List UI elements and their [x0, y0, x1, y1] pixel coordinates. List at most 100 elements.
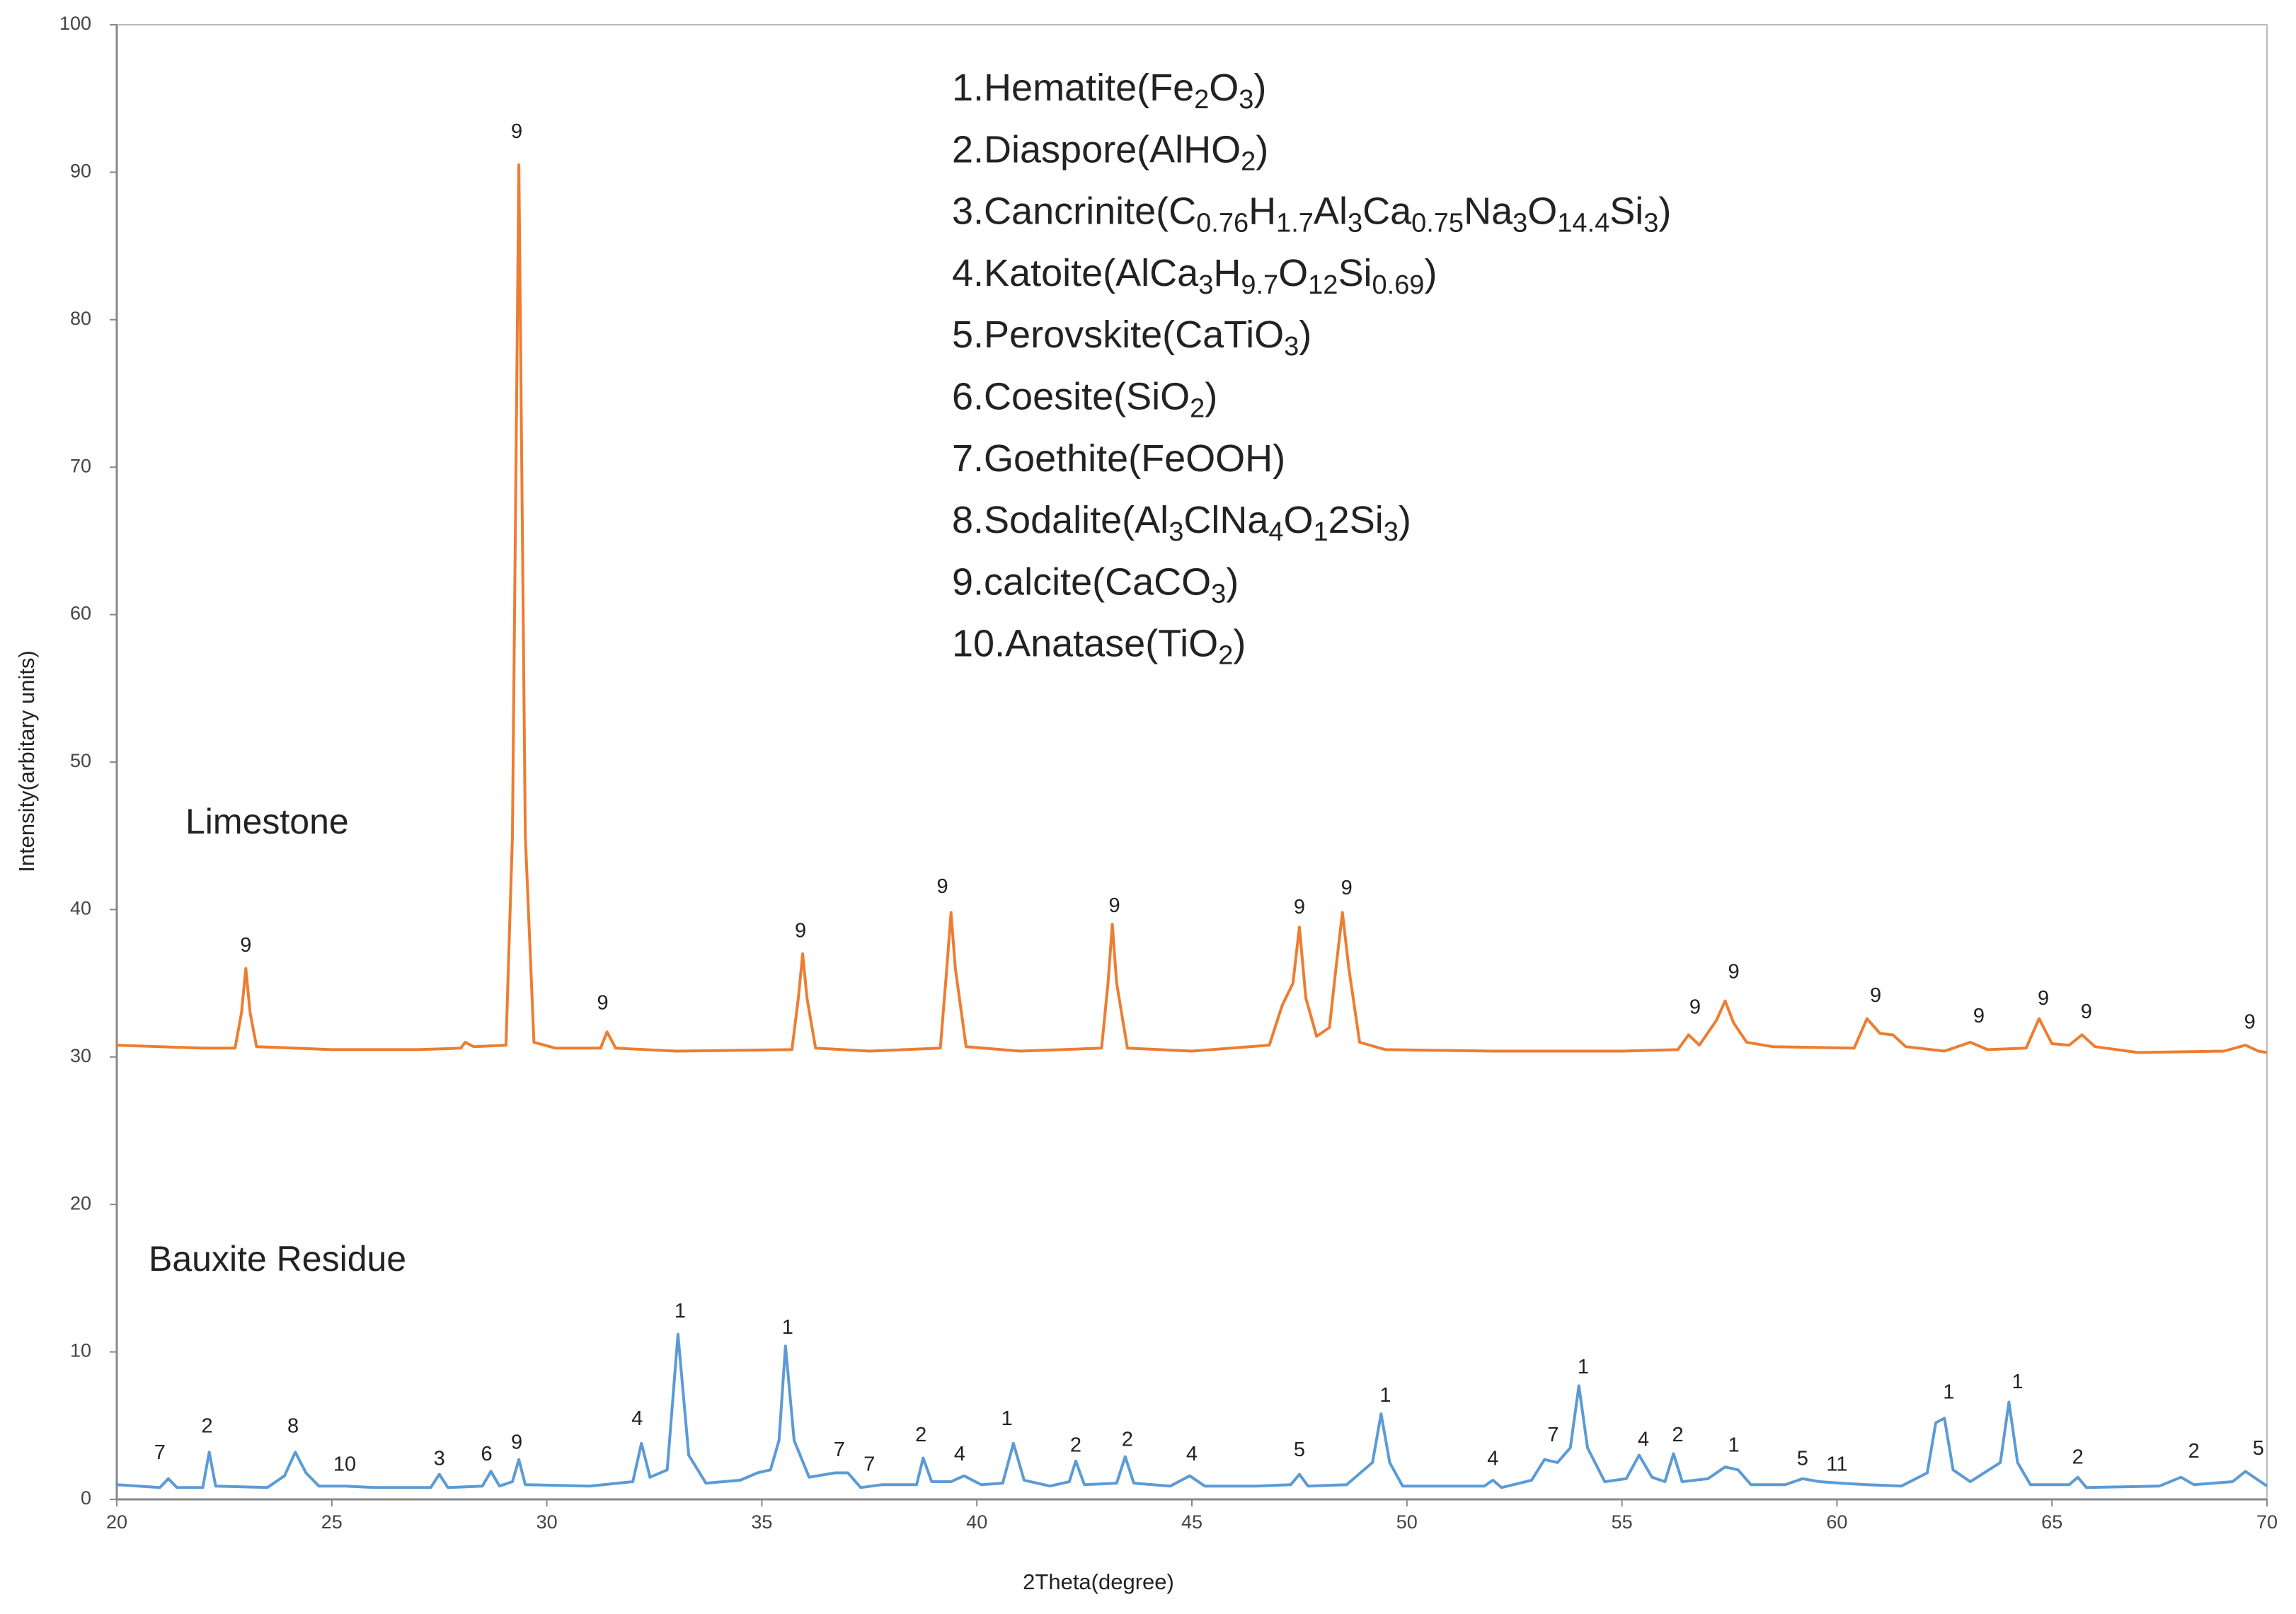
- x-tick-label: 60: [1826, 1511, 1847, 1533]
- peak-label: 9: [795, 919, 806, 942]
- legend-subscript: 12: [1308, 270, 1338, 300]
- legend-text: 5.Perovskite(CaTiO: [952, 313, 1284, 356]
- legend-subscript: 2: [1241, 146, 1256, 176]
- legend-text: ): [1399, 499, 1411, 541]
- peak-label: 5: [1294, 1439, 1305, 1461]
- peak-label: 1: [1379, 1384, 1391, 1407]
- legend-text: 2.Diaspore(AlHO: [952, 128, 1241, 171]
- peak-label: 9: [1689, 996, 1701, 1019]
- peak-label: 9: [2081, 1001, 2092, 1023]
- legend-text: 9.calcite(CaCO: [952, 560, 1211, 603]
- peak-label: 1: [2012, 1371, 2024, 1393]
- peak-label: 4: [631, 1407, 643, 1430]
- phase-legend-entry: 8.Sodalite(Al3ClNa4O12Si3): [952, 499, 1411, 547]
- peak-label: 2: [1672, 1424, 1684, 1446]
- legend-text: O: [1284, 499, 1314, 541]
- legend-text: ): [1205, 376, 1217, 418]
- peak-label: 7: [834, 1439, 845, 1461]
- legend-subscript: 2: [1194, 85, 1209, 115]
- x-tick-label: 50: [1396, 1511, 1418, 1533]
- legend-subscript: 14.4: [1557, 208, 1609, 238]
- phase-legend-entry: 6.Coesite(SiO2): [952, 376, 1217, 424]
- legend-subscript: 9.7: [1241, 270, 1278, 300]
- legend-subscript: 4: [1268, 517, 1283, 547]
- legend-subscript: 0.76: [1196, 208, 1249, 238]
- x-tick-label: 30: [536, 1511, 558, 1533]
- peak-label: 9: [240, 934, 251, 957]
- legend-text: ): [1226, 560, 1239, 603]
- phase-legend-entry: 9.calcite(CaCO3): [952, 560, 1239, 609]
- y-tick-label: 50: [70, 750, 91, 771]
- legend-subscript: 0.75: [1411, 208, 1464, 238]
- legend-text: 10.Anatase(TiO: [952, 623, 1218, 665]
- legend-text: H: [1213, 252, 1241, 294]
- peak-label: 2: [915, 1424, 926, 1446]
- x-tick-label: 55: [1612, 1511, 1633, 1533]
- peak-label: 10: [333, 1453, 356, 1476]
- x-tick-label: 40: [966, 1511, 987, 1533]
- legend-text: Si: [1338, 252, 1372, 294]
- peak-label: 8: [287, 1415, 299, 1438]
- legend-text: 1.Hematite(Fe: [952, 67, 1194, 109]
- peak-label: 11: [1826, 1453, 1847, 1476]
- peak-label: 4: [1186, 1443, 1198, 1465]
- legend-subscript: 3: [1239, 85, 1253, 115]
- x-tick-label: 20: [106, 1511, 127, 1533]
- legend-subscript: 3: [1643, 208, 1658, 238]
- peak-label: 9: [597, 991, 609, 1014]
- legend-text: 2Si: [1328, 499, 1384, 541]
- peak-label: 2: [1122, 1428, 1133, 1451]
- peak-label: 1: [1001, 1407, 1013, 1430]
- legend-subscript: 1: [1314, 517, 1328, 547]
- peak-label: 9: [2244, 1011, 2256, 1034]
- y-tick-label: 20: [70, 1192, 91, 1214]
- legend-text: ): [1658, 190, 1671, 233]
- x-tick-label: 45: [1181, 1511, 1202, 1533]
- y-tick-label: 40: [70, 898, 91, 919]
- legend-text: ): [1253, 67, 1266, 109]
- legend-text: 3.Cancrinite(C: [952, 190, 1196, 233]
- peak-label: 1: [675, 1300, 686, 1322]
- legend-subscript: 3: [1169, 517, 1183, 547]
- legend-subscript: 2: [1190, 393, 1205, 423]
- y-tick-label: 10: [70, 1340, 91, 1361]
- legend-text: O: [1209, 67, 1239, 109]
- series-label: Limestone: [185, 802, 349, 841]
- y-tick-label: 90: [70, 161, 91, 182]
- peak-label: 1: [1943, 1381, 1954, 1404]
- peak-label: 9: [1109, 894, 1120, 917]
- x-tick-label: 65: [2041, 1511, 2062, 1533]
- phase-legend-entry: 4.Katoite(AlCa3H9.7O12Si0.69): [952, 252, 1437, 300]
- peak-label: 4: [1487, 1447, 1498, 1470]
- legend-subscript: 3: [1211, 579, 1226, 609]
- peak-label: 1: [1578, 1356, 1589, 1378]
- legend-subscript: 3: [1513, 208, 1527, 238]
- series-line: [116, 1332, 2268, 1489]
- legend-text: H: [1249, 190, 1276, 233]
- peak-label: 4: [954, 1443, 965, 1465]
- y-tick-label: 80: [70, 308, 91, 329]
- peak-label: 9: [937, 875, 948, 898]
- legend-text: 7.Goethite(FeOOH): [952, 437, 1285, 480]
- series-line: [116, 163, 2268, 1054]
- legend-text: ): [1233, 623, 1246, 665]
- legend-subscript: 3: [1198, 270, 1213, 300]
- legend-text: Ca: [1362, 190, 1412, 233]
- legend-text: ClNa: [1183, 499, 1269, 541]
- x-tick-label: 25: [321, 1511, 343, 1533]
- legend-text: O: [1527, 190, 1557, 233]
- peak-label: 7: [1547, 1424, 1559, 1446]
- peak-label: 1: [782, 1316, 793, 1339]
- legend-subscript: 3: [1384, 517, 1399, 547]
- legend-text: 4.Katoite(AlCa: [952, 252, 1199, 294]
- legend-text: 8.Sodalite(Al: [952, 499, 1169, 541]
- y-axis-title: Intensity(arbitary units): [14, 650, 39, 872]
- legend-subscript: 3: [1348, 208, 1362, 238]
- peak-label: 2: [1070, 1434, 1081, 1457]
- peak-label: 9: [1728, 961, 1740, 984]
- peak-label: 2: [2072, 1446, 2084, 1468]
- peak-label: 9: [2038, 987, 2049, 1010]
- plot-frame: [116, 24, 2268, 1500]
- legend-text: ): [1424, 252, 1437, 294]
